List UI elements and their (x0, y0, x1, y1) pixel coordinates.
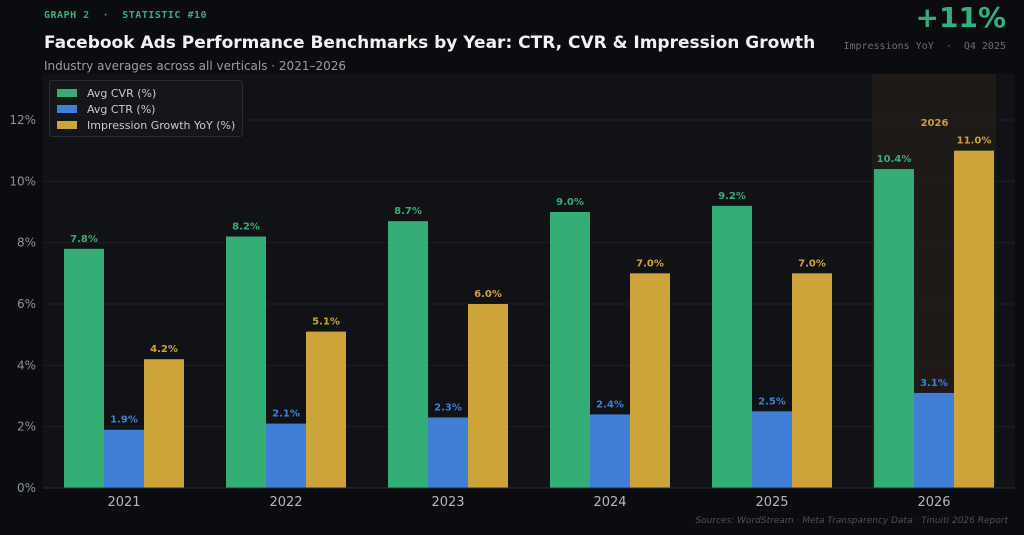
kpi-value: +11% (915, 1, 1006, 34)
chart-subtitle: Industry averages across all verticals ·… (44, 59, 346, 73)
x-tick-label: 2023 (431, 495, 464, 510)
x-tick-label: 2021 (107, 495, 140, 510)
legend-item-cvr: Avg CVR (%) (57, 85, 235, 101)
bar-impression-2025 (792, 273, 832, 488)
bar-cvr-2023 (388, 221, 428, 488)
y-tick-label: 0% (17, 481, 36, 495)
data-label-ctr-2026: 3.1% (920, 378, 948, 389)
bar-ctr-2025 (752, 411, 792, 488)
data-label-ctr-2022: 2.1% (272, 409, 300, 420)
x-tick-label: 2026 (917, 495, 950, 510)
sources-footer: Sources: WordStream · Meta Transparency … (695, 516, 1008, 526)
x-tick-label: 2022 (269, 495, 302, 510)
legend-label-impression: Impression Growth YoY (%) (87, 118, 236, 132)
y-tick-label: 2% (17, 420, 36, 434)
data-label-impression-2025: 7.0% (798, 258, 826, 269)
legend-item-impression: Impression Growth YoY (%) (57, 117, 235, 133)
bar-impression-2024 (630, 273, 670, 488)
bar-ctr-2022 (266, 423, 306, 488)
highlight-label: 2026 (921, 118, 949, 129)
data-label-cvr-2026: 10.4% (877, 154, 912, 165)
y-tick-label: 10% (9, 174, 36, 188)
kpi-label: Impressions YoY · Q4 2025 (843, 41, 1006, 52)
plot-area (43, 74, 1015, 488)
data-label-cvr-2025: 9.2% (718, 191, 746, 202)
data-label-impression-2022: 5.1% (312, 317, 340, 328)
legend-item-ctr: Avg CTR (%) (57, 101, 235, 117)
data-label-ctr-2024: 2.4% (596, 399, 624, 410)
data-label-cvr-2022: 8.2% (232, 222, 260, 233)
data-label-impression-2024: 7.0% (636, 258, 664, 269)
legend-label-cvr: Avg CVR (%) (87, 86, 157, 100)
data-label-impression-2023: 6.0% (474, 289, 502, 300)
legend-label-ctr: Avg CTR (%) (87, 102, 156, 116)
legend-swatch-impression (57, 121, 77, 129)
y-tick-label: 4% (17, 358, 36, 372)
bar-ctr-2023 (428, 417, 468, 488)
bar-impression-2022 (306, 331, 346, 488)
bar-cvr-2024 (550, 212, 590, 488)
data-label-ctr-2021: 1.9% (110, 415, 138, 426)
data-label-cvr-2024: 9.0% (556, 197, 584, 208)
bar-ctr-2024 (590, 414, 630, 488)
x-tick-label: 2025 (755, 495, 788, 510)
bar-ctr-2021 (104, 429, 144, 488)
chart-title: Facebook Ads Performance Benchmarks by Y… (44, 33, 816, 53)
y-tick-label: 6% (17, 297, 36, 311)
bar-cvr-2021 (64, 248, 104, 488)
bar-impression-2021 (144, 359, 184, 488)
data-label-ctr-2025: 2.5% (758, 396, 786, 407)
bar-cvr-2022 (226, 236, 266, 488)
bar-cvr-2025 (712, 205, 752, 488)
bar-impression-2026 (954, 150, 994, 488)
graph-eyebrow: GRAPH 2 · STATISTIC #10 (44, 10, 208, 21)
data-label-ctr-2023: 2.3% (434, 402, 462, 413)
legend-swatch-cvr (57, 89, 77, 97)
chart-legend: Avg CVR (%) Avg CTR (%) Impression Growt… (49, 80, 244, 137)
bar-impression-2023 (468, 304, 508, 488)
data-label-cvr-2021: 7.8% (70, 234, 98, 245)
x-tick-label: 2024 (593, 495, 626, 510)
bar-ctr-2026 (914, 392, 954, 488)
bar-cvr-2026 (874, 169, 914, 489)
data-label-impression-2021: 4.2% (150, 344, 178, 355)
legend-swatch-ctr (57, 105, 77, 113)
y-tick-label: 8% (17, 236, 36, 250)
y-tick-label: 12% (9, 113, 36, 127)
data-label-cvr-2023: 8.7% (394, 206, 422, 217)
data-label-impression-2026: 11.0% (957, 136, 992, 147)
